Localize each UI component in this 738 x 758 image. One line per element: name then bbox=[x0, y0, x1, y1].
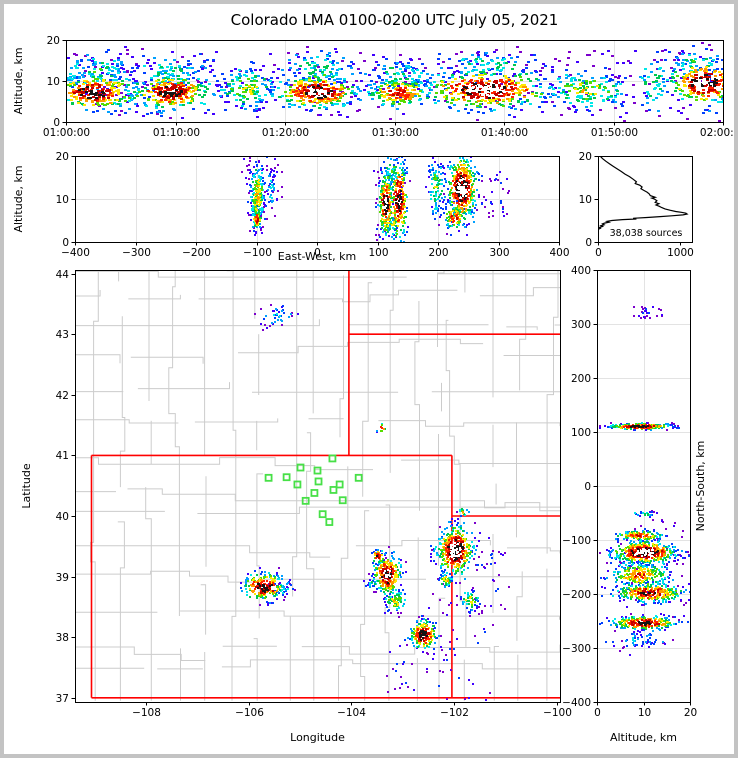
north_south-y-tick: 400 bbox=[571, 265, 591, 277]
north_south-y-tick: −200 bbox=[562, 589, 591, 601]
east_west-x-tick: 200 bbox=[428, 247, 448, 259]
east_west-x-tick: 100 bbox=[368, 247, 388, 259]
time_height-x-tick: 01:40:00 bbox=[481, 127, 528, 139]
station-marker bbox=[264, 473, 273, 482]
time_height-x-tick: 01:20:00 bbox=[262, 127, 309, 139]
time_height-axes bbox=[62, 40, 724, 126]
east_west-x-tick: 0 bbox=[314, 247, 321, 259]
map-y-tick: 37 bbox=[56, 693, 69, 705]
north_south-y-tick: −300 bbox=[562, 643, 591, 655]
east-west-ylabel: Altitude, km bbox=[12, 165, 25, 232]
altitude_histogram-y-tick: 20 bbox=[579, 151, 592, 163]
altitude_histogram-x-tick: 0 bbox=[595, 247, 602, 259]
map-x-tick: −102 bbox=[440, 707, 469, 719]
north_south-tick-labels: 0 10 20 400 300 200 100 0 −100 −200 −300 −400 bbox=[562, 265, 697, 719]
north-south-ylabel: North-South, km bbox=[694, 441, 707, 532]
north-south-points bbox=[599, 306, 690, 656]
time-height-ylabel: Altitude, km bbox=[12, 47, 25, 114]
east_west-y-tick: 20 bbox=[56, 151, 69, 163]
time_height-x-tick: 01:00:00 bbox=[43, 127, 90, 139]
time_height-y-tick: 20 bbox=[47, 35, 60, 47]
north_south-gridlines bbox=[597, 270, 690, 702]
north_south-axes bbox=[593, 270, 691, 706]
time_height-x-tick: 01:30:00 bbox=[372, 127, 419, 139]
east_west-x-tick: −200 bbox=[182, 247, 211, 259]
east_west-y-tick: 10 bbox=[56, 194, 69, 206]
map-x-tick: −100 bbox=[543, 707, 572, 719]
time_height-tick-labels: 01:00:00 01:10:00 01:20:00 01:30:00 01:40:00… bbox=[43, 35, 738, 139]
station-marker bbox=[282, 473, 291, 482]
altitude_histogram-tick-labels: 0 1000 0 10 20 bbox=[579, 151, 694, 259]
north-south-xlabel: Altitude, km bbox=[610, 731, 677, 744]
north_south-x-tick: 10 bbox=[638, 707, 651, 719]
map-y-tick: 43 bbox=[56, 329, 69, 341]
east_west-x-tick: 300 bbox=[489, 247, 509, 259]
altitude_histogram-x-tick: 1000 bbox=[667, 247, 694, 259]
source-count-annotation: 38,038 sources bbox=[610, 228, 683, 239]
station-marker bbox=[338, 496, 347, 505]
station-marker bbox=[293, 480, 302, 489]
station-marker bbox=[318, 510, 327, 519]
east_west-x-tick: −100 bbox=[243, 247, 272, 259]
map-ylabel: Latitude bbox=[20, 463, 33, 509]
map-content bbox=[75, 270, 560, 701]
time_height-x-tick: 02:00:00 bbox=[700, 127, 738, 139]
east-west-xlabel: East-West, km bbox=[278, 250, 356, 263]
east_west-tick-labels: −400 −300 −200 −100 0 100 200 300 400 0 10 20 bbox=[56, 151, 570, 259]
station-marker bbox=[328, 454, 337, 463]
east_west-x-tick: −300 bbox=[122, 247, 151, 259]
map-y-tick: 42 bbox=[56, 390, 69, 402]
station-marker bbox=[329, 486, 338, 494]
north_south-y-tick: 300 bbox=[571, 319, 591, 331]
north_south-y-tick: 100 bbox=[571, 427, 591, 439]
station-marker bbox=[296, 463, 305, 472]
time_height-y-tick: 0 bbox=[53, 117, 60, 129]
county-lines bbox=[75, 270, 560, 701]
station-marker bbox=[335, 480, 344, 489]
histogram-line-group bbox=[598, 156, 689, 230]
time_height-x-tick: 01:10:00 bbox=[153, 127, 200, 139]
altitude_histogram-y-tick: 0 bbox=[585, 237, 592, 249]
time_height-x-tick: 01:50:00 bbox=[591, 127, 638, 139]
station-marker bbox=[354, 473, 363, 482]
map-x-tick: −108 bbox=[132, 707, 161, 719]
map-x-tick: −104 bbox=[337, 707, 366, 719]
figure-title: Colorado LMA 0100-0200 UTC July 05, 2021 bbox=[230, 11, 559, 29]
station-marker bbox=[314, 477, 323, 486]
north_south-y-tick: 200 bbox=[571, 373, 591, 385]
map-axes bbox=[71, 270, 561, 706]
east_west-x-tick: −400 bbox=[61, 247, 90, 259]
map-tick-labels: −108 −106 −104 −102 −100 37 38 39 40 41 42 43 44 bbox=[56, 269, 572, 719]
east_west-axes bbox=[71, 156, 560, 246]
state-borders bbox=[90, 270, 560, 699]
map-xlabel: Longitude bbox=[290, 731, 345, 744]
map-y-tick: 44 bbox=[56, 269, 70, 281]
time_height-y-tick: 10 bbox=[47, 76, 60, 88]
map-y-tick: 38 bbox=[56, 632, 69, 644]
map-points bbox=[240, 304, 510, 701]
east-west-points bbox=[241, 156, 510, 242]
map-y-tick: 41 bbox=[56, 450, 69, 462]
north_south-y-tick: −400 bbox=[562, 697, 591, 709]
altitude_histogram-axes bbox=[594, 156, 693, 246]
station-marker bbox=[325, 518, 334, 526]
north_south-y-tick: −100 bbox=[562, 535, 591, 547]
altitude_histogram-y-tick: 10 bbox=[579, 194, 592, 206]
station-marker bbox=[301, 496, 310, 505]
north_south-y-tick: 0 bbox=[584, 481, 591, 493]
map-y-tick: 39 bbox=[56, 572, 69, 584]
map-x-tick: −106 bbox=[235, 707, 264, 719]
north_south-x-tick: 0 bbox=[594, 707, 601, 719]
lma-stations bbox=[264, 454, 363, 526]
station-marker bbox=[310, 489, 319, 497]
station-marker bbox=[313, 466, 322, 475]
map-y-tick: 40 bbox=[56, 511, 69, 523]
east_west-y-tick: 0 bbox=[62, 237, 69, 249]
east_west-x-tick: 400 bbox=[549, 247, 569, 259]
north_south-x-tick: 20 bbox=[684, 707, 697, 719]
histogram-line bbox=[598, 156, 689, 230]
time-height-points bbox=[66, 42, 723, 122]
